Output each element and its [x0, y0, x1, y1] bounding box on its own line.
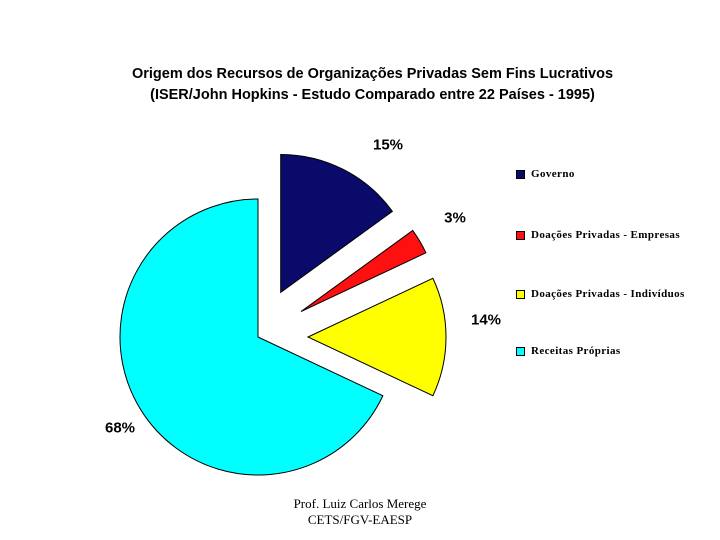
legend-swatch — [516, 230, 525, 240]
pie-slice-empresas — [300, 229, 427, 313]
chart-title: Origem dos Recursos de Organizações Priv… — [131, 66, 614, 82]
footer-institution: CETS/FGV-EAESP — [307, 512, 413, 527]
pie-data-label: 15% — [373, 137, 403, 154]
legend-label: Doações Privadas - Empresas — [531, 229, 681, 241]
pie-data-label: 14% — [471, 312, 501, 329]
chart-subtitle: (ISER/John Hopkins - Estudo Comparado en… — [150, 87, 595, 103]
footer-author: Prof. Luiz Carlos Merege — [293, 496, 427, 511]
pie-slice-individuos — [306, 277, 447, 397]
chart-title-block: Origem dos Recursos de Organizações Priv… — [0, 64, 720, 106]
legend-item-receitas: Receitas Próprias — [516, 345, 621, 357]
legend-swatch — [516, 169, 525, 179]
pie-slice-receitas — [119, 198, 384, 476]
legend-label: Governo — [531, 168, 575, 180]
legend-item-governo: Governo — [516, 168, 575, 180]
legend-swatch — [516, 346, 525, 356]
legend-item-individuos: Doações Privadas - Indivíduos — [516, 288, 685, 300]
legend-label: Doações Privadas - Indivíduos — [531, 288, 685, 300]
pie-slice-governo — [280, 153, 394, 294]
legend-swatch — [516, 289, 525, 299]
pie-data-label: 68% — [105, 420, 135, 437]
legend-label: Receitas Próprias — [531, 345, 621, 357]
legend-item-empresas: Doações Privadas - Empresas — [516, 229, 680, 241]
footer: Prof. Luiz Carlos Merege CETS/FGV-EAESP — [230, 496, 490, 528]
pie-data-label: 3% — [444, 210, 466, 227]
